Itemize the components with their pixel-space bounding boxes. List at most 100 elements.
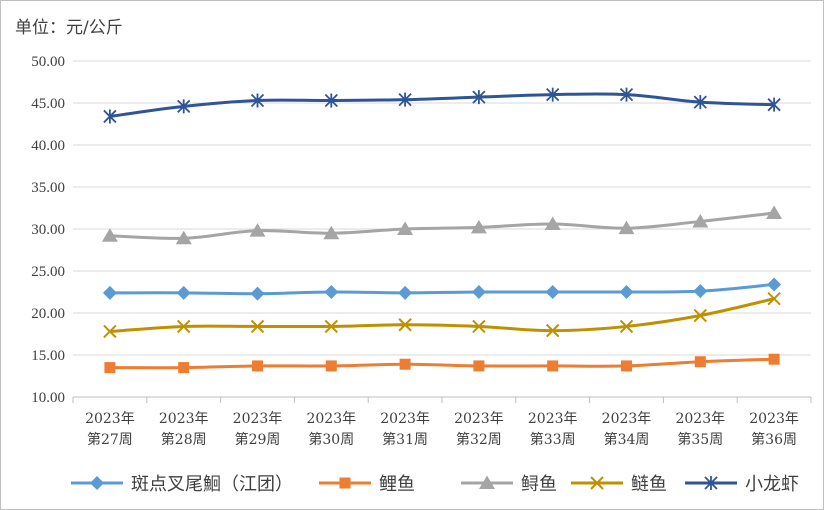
data-point bbox=[546, 87, 560, 102]
legend-marker bbox=[704, 476, 718, 490]
data-point bbox=[768, 353, 780, 365]
y-tick-label: 45.00 bbox=[31, 96, 65, 112]
legend-label: 小龙虾 bbox=[745, 474, 799, 495]
data-point bbox=[101, 228, 118, 242]
data-point bbox=[398, 92, 412, 107]
data-point bbox=[397, 221, 414, 235]
data-point bbox=[693, 284, 708, 299]
x-tick-label-week: 第28周 bbox=[161, 431, 207, 448]
legend-entry-4: 小龙虾 bbox=[685, 474, 799, 495]
x-tick-label-year: 2023年 bbox=[85, 411, 135, 427]
data-point bbox=[544, 216, 561, 230]
legend-entry-2: 鲟鱼 bbox=[461, 474, 557, 495]
data-point bbox=[399, 358, 411, 370]
x-tick-label-year: 2023年 bbox=[380, 411, 430, 427]
x-tick-label-week: 第32周 bbox=[456, 431, 502, 448]
x-tick-label-week: 第36周 bbox=[751, 431, 797, 448]
y-tick-label: 30.00 bbox=[31, 222, 65, 238]
data-point bbox=[621, 360, 632, 372]
data-point bbox=[693, 95, 707, 110]
data-point bbox=[619, 285, 634, 299]
legend-marker bbox=[479, 475, 495, 489]
x-tick-label-week: 第27周 bbox=[87, 431, 133, 448]
series-line bbox=[109, 92, 775, 118]
x-tick-label-week: 第34周 bbox=[604, 431, 650, 448]
data-point bbox=[249, 223, 266, 237]
y-axis: 10.00 15.00 20.00 25.00 30.00 35.00 40.00 45.00… bbox=[31, 54, 65, 406]
x-tick-label-year: 2023年 bbox=[528, 411, 578, 427]
x-tick-label-year: 2023年 bbox=[159, 411, 209, 427]
data-point bbox=[252, 360, 263, 372]
data-point bbox=[473, 360, 485, 372]
series-4 bbox=[103, 87, 781, 124]
x-tick-label-week: 第33周 bbox=[530, 431, 576, 448]
data-point bbox=[102, 285, 117, 300]
y-tick-label: 50.00 bbox=[31, 54, 65, 70]
y-tick-label: 25.00 bbox=[31, 264, 65, 280]
series-line bbox=[109, 282, 775, 296]
data-point bbox=[547, 360, 559, 372]
y-tick-label: 35.00 bbox=[31, 180, 65, 196]
data-point bbox=[545, 323, 560, 338]
data-point bbox=[470, 219, 487, 234]
data-point bbox=[694, 356, 706, 368]
y-tick-label: 10.00 bbox=[31, 390, 65, 406]
x-tick-label-year: 2023年 bbox=[602, 411, 652, 427]
data-point bbox=[175, 230, 192, 245]
series-layer bbox=[101, 87, 783, 374]
legend-entry-3: 鲢鱼 bbox=[571, 474, 667, 495]
legend-label: 鲤鱼 bbox=[379, 474, 415, 495]
x-tick-label-week: 第35周 bbox=[677, 431, 723, 448]
data-point bbox=[103, 324, 117, 339]
x-tick-label-week: 第31周 bbox=[382, 431, 428, 448]
legend-label: 鲟鱼 bbox=[521, 474, 557, 495]
series-0 bbox=[102, 277, 782, 301]
data-point bbox=[250, 286, 265, 301]
legend-entry-0: 斑点叉尾鮰（江团） bbox=[71, 474, 293, 495]
x-tick-label-year: 2023年 bbox=[675, 411, 725, 427]
legend-marker bbox=[339, 477, 351, 489]
legend-label: 斑点叉尾鮰（江团） bbox=[131, 474, 293, 495]
data-point bbox=[250, 93, 265, 108]
x-tick-label-year: 2023年 bbox=[454, 411, 504, 427]
data-point bbox=[398, 318, 412, 332]
data-point bbox=[472, 319, 486, 334]
series-line bbox=[109, 297, 775, 333]
x-tick-label-week: 第29周 bbox=[235, 431, 281, 448]
series-line bbox=[109, 357, 775, 370]
data-point bbox=[176, 319, 191, 334]
data-point bbox=[398, 285, 413, 300]
data-point bbox=[178, 362, 190, 374]
data-point bbox=[545, 285, 560, 299]
x-tick-label-week: 第30周 bbox=[308, 431, 354, 448]
data-point bbox=[693, 308, 708, 323]
series-2 bbox=[101, 205, 783, 245]
data-point bbox=[250, 319, 265, 334]
y-tick-label: 40.00 bbox=[31, 138, 65, 154]
x-tick-label-year: 2023年 bbox=[233, 411, 283, 427]
data-point bbox=[324, 93, 338, 108]
data-point bbox=[323, 225, 340, 240]
legend-marker bbox=[90, 476, 104, 490]
data-point bbox=[324, 285, 339, 299]
series-1 bbox=[104, 353, 780, 374]
series-line bbox=[109, 211, 775, 240]
legend: 斑点叉尾鮰（江团） 鲤鱼 鲟鱼 鲢鱼 小龙虾 bbox=[71, 474, 799, 495]
data-point bbox=[472, 90, 486, 105]
data-point bbox=[619, 87, 634, 102]
data-point bbox=[618, 220, 635, 235]
data-point bbox=[767, 97, 781, 112]
data-point bbox=[766, 205, 783, 220]
data-point bbox=[104, 362, 116, 374]
y-tick-label: 20.00 bbox=[31, 306, 65, 322]
legend-label: 鲢鱼 bbox=[631, 474, 667, 495]
unit-label: 单位：元/公斤 bbox=[15, 18, 123, 38]
data-point bbox=[471, 285, 486, 299]
y-tick-label: 15.00 bbox=[31, 348, 65, 364]
data-point bbox=[767, 277, 782, 292]
data-point bbox=[325, 360, 337, 372]
data-point bbox=[177, 99, 191, 114]
